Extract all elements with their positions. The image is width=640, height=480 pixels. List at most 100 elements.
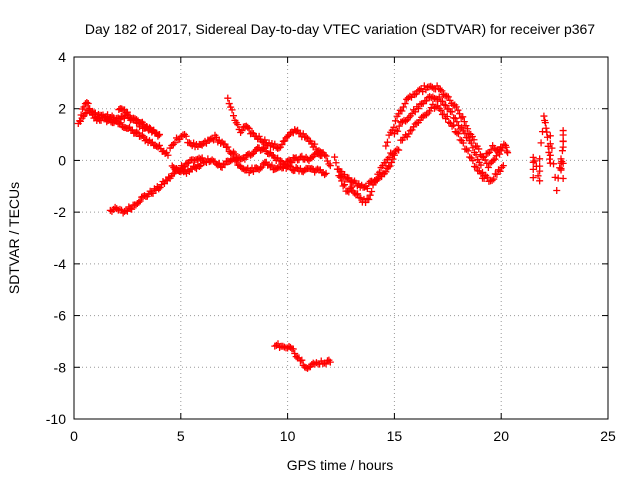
data-point: [460, 118, 468, 126]
data-point: [467, 139, 475, 147]
x-tick-label: 5: [177, 428, 185, 444]
data-point: [558, 147, 566, 155]
x-tick-label: 20: [493, 428, 509, 444]
y-tick-label: -2: [54, 204, 67, 220]
data-point: [76, 117, 84, 125]
data-point: [339, 182, 347, 190]
data-point: [529, 165, 537, 173]
data-point: [546, 140, 554, 148]
data-point: [368, 187, 376, 195]
data-point: [91, 109, 99, 117]
data-point: [546, 132, 554, 140]
data-point: [405, 130, 413, 138]
data-point: [457, 114, 465, 122]
data-point: [322, 169, 330, 177]
data-point: [462, 145, 470, 153]
data-point: [363, 185, 371, 193]
data-point: [228, 106, 236, 114]
axis-ticks: 0 5 10 15 20 25 -10 -8 -6 -4 -2 0 2 4: [46, 49, 616, 444]
data-point: [472, 163, 480, 171]
data-point: [401, 100, 409, 108]
grid: [74, 57, 608, 419]
data-point: [399, 103, 407, 111]
data-point: [464, 147, 472, 155]
data-point: [255, 132, 263, 140]
data-point: [257, 164, 265, 172]
data-point: [106, 206, 114, 214]
data-point: [456, 136, 464, 144]
data-point: [83, 98, 91, 106]
data-point: [122, 207, 130, 215]
data-point: [426, 107, 434, 115]
data-point: [428, 83, 436, 91]
data-point: [363, 195, 371, 203]
data-point: [366, 191, 374, 199]
data-point: [116, 205, 124, 213]
data-point: [326, 162, 334, 170]
data-point: [536, 162, 544, 170]
data-point: [135, 198, 143, 206]
data-point: [312, 359, 320, 367]
x-axis-label: GPS time / hours: [287, 457, 394, 473]
data-point: [248, 129, 256, 137]
data-point: [113, 205, 121, 213]
y-tick-label: 4: [58, 49, 66, 65]
data-point: [490, 175, 498, 183]
data-point: [398, 107, 406, 115]
data-point: [155, 141, 163, 149]
data-point: [411, 120, 419, 128]
data-point: [531, 157, 539, 165]
data-point: [406, 127, 414, 135]
data-point: [452, 103, 460, 111]
data-point: [81, 110, 89, 118]
data-point: [436, 86, 444, 94]
data-point: [548, 144, 556, 152]
data-point: [491, 155, 499, 163]
data-point: [395, 146, 403, 154]
data-point: [540, 112, 548, 120]
data-point: [322, 152, 330, 160]
data-point: [414, 105, 422, 113]
data-point: [286, 162, 294, 170]
data-point: [479, 168, 487, 176]
data-point: [84, 99, 92, 107]
data-point: [542, 124, 550, 132]
data-point: [461, 129, 469, 137]
data-point: [443, 92, 451, 100]
data-point: [279, 342, 287, 350]
data-point: [440, 91, 448, 99]
data-point: [437, 106, 445, 114]
data-point: [123, 108, 131, 116]
data-point: [173, 134, 181, 142]
data-point: [197, 155, 205, 163]
chart-title: Day 182 of 2017, Sidereal Day-to-day VTE…: [85, 21, 595, 37]
data-point: [383, 138, 391, 146]
data-point: [332, 159, 340, 167]
data-point: [529, 174, 537, 182]
data-point: [128, 205, 136, 213]
data-point: [386, 162, 394, 170]
data-point: [385, 163, 393, 171]
data-point: [475, 145, 483, 153]
data-point: [258, 163, 266, 171]
data-point: [229, 112, 237, 120]
data-point: [458, 123, 466, 131]
data-point: [191, 156, 199, 164]
data-point: [559, 175, 567, 183]
data-point: [445, 118, 453, 126]
y-tick-label: -8: [54, 359, 67, 375]
data-point: [195, 163, 203, 171]
data-point: [271, 140, 279, 148]
y-tick-label: -10: [46, 411, 66, 427]
data-point: [481, 156, 489, 164]
data-point: [504, 149, 512, 157]
data-point: [469, 157, 477, 165]
data-point: [486, 160, 494, 168]
data-point: [551, 173, 559, 181]
data-point: [171, 139, 179, 147]
data-point: [454, 130, 462, 138]
data-point: [224, 143, 232, 151]
data-point: [444, 93, 452, 101]
data-point: [459, 113, 467, 121]
data-point: [261, 136, 269, 144]
